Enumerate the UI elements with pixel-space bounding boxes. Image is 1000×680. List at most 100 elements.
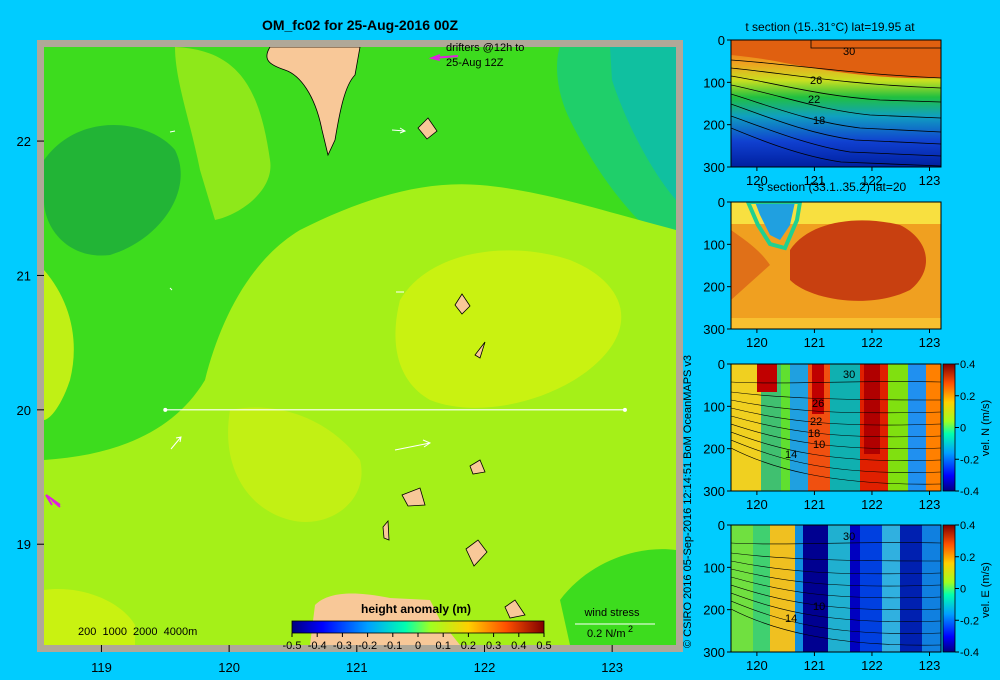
map-x-ticks: 119 120 121 122 123 xyxy=(91,645,623,675)
taiwan-land xyxy=(266,47,361,157)
wind-stress-scale: 0.2 N/m xyxy=(587,628,626,640)
n-contour-26: 26 xyxy=(812,398,824,410)
map-x-tick-label: 120 xyxy=(218,660,240,675)
map-title: OM_fc02 for 25-Aug-2016 00Z xyxy=(262,17,459,33)
colorbar-tick-label: -0.4 xyxy=(308,640,327,652)
colorbar-tick-label: -0.1 xyxy=(383,640,402,652)
island-2 xyxy=(454,293,471,315)
vel-e-label: vel. E (m/s) xyxy=(980,562,992,618)
t-contour-26: 26 xyxy=(810,75,822,87)
drifters-label-1: drifters @12h to xyxy=(446,42,524,54)
section-y-tick-label: 100 xyxy=(703,75,725,90)
t-contour-30: 30 xyxy=(843,46,855,58)
depth-contours-label: 200 1000 2000 4000m xyxy=(78,626,197,638)
colorbar-ticks: -0.5 -0.4 -0.3 -0.2 -0.1 0 0.1 0.2 0.3 0.4 0.5 xyxy=(283,633,552,652)
vel-colorbar-tick-label: 0 xyxy=(960,423,966,435)
vel-colorbar-tick-label: -0.2 xyxy=(960,454,979,466)
island-3 xyxy=(474,341,486,359)
section-x-tick-label: 120 xyxy=(746,658,768,673)
section-x-tick-label: 123 xyxy=(919,497,941,512)
map-y-tick-label: 20 xyxy=(17,403,31,418)
t-section-axes: 120 121 122 123 0 100 200 300 xyxy=(703,33,940,188)
vel-colorbar-tick-label: 0.4 xyxy=(960,520,975,532)
colorbar-tick-label: -0.2 xyxy=(358,640,377,652)
map-y-tick-label: 19 xyxy=(17,537,31,552)
wind-stress-title: wind stress xyxy=(583,607,640,619)
vel-n-label: vel. N (m/s) xyxy=(980,400,992,456)
n-contour-14: 14 xyxy=(785,449,797,461)
colorbar-tick-label: 0 xyxy=(415,640,421,652)
section-y-tick-label: 300 xyxy=(703,484,725,499)
vel-colorbar-tick-label: 0.2 xyxy=(960,391,975,403)
section-y-tick-label: 300 xyxy=(703,645,725,660)
island-7 xyxy=(465,539,488,567)
section-y-tick-label: 0 xyxy=(718,518,725,533)
n-contour-30: 30 xyxy=(843,369,855,381)
section-x-tick-label: 122 xyxy=(861,497,883,512)
yellow-patch-south xyxy=(44,589,135,645)
t-contour-18: 18 xyxy=(813,115,825,127)
vel-colorbar-tick-label: 0 xyxy=(960,584,966,596)
n-contour-18: 18 xyxy=(808,428,820,440)
section-x-tick-label: 123 xyxy=(919,335,941,350)
colorbar-tick-label: 0.4 xyxy=(511,640,526,652)
island-6 xyxy=(382,519,390,541)
map-x-tick-label: 123 xyxy=(601,660,623,675)
section-line xyxy=(163,407,627,412)
left-edge-yellow xyxy=(44,270,74,420)
vel-n-colorbar xyxy=(942,363,956,492)
vel-e-axes: 120 121 122 123 0 100 200 300 xyxy=(703,518,940,673)
dark-green-eddy xyxy=(44,125,181,256)
colorbar-tick-label: 0.2 xyxy=(461,640,476,652)
island-8 xyxy=(504,599,526,619)
map-x-tick-label: 122 xyxy=(474,660,496,675)
drifter-arrow-north xyxy=(428,54,459,61)
colorbar-tick-label: -0.5 xyxy=(283,640,302,652)
e-contour-10: 10 xyxy=(813,601,825,613)
yellow-patch-west xyxy=(228,407,362,522)
section-x-tick-label: 122 xyxy=(861,658,883,673)
section-x-tick-label: 120 xyxy=(746,173,768,188)
drifters-label-2: 25-Aug 12Z xyxy=(446,57,504,69)
section-x-tick-label: 122 xyxy=(861,335,883,350)
section-y-tick-label: 200 xyxy=(703,280,725,295)
map-y-tick-label: 22 xyxy=(17,134,31,149)
s-section-field xyxy=(731,202,941,329)
island-5 xyxy=(401,487,426,507)
section-y-tick-label: 200 xyxy=(703,118,725,133)
section-y-tick-label: 200 xyxy=(703,603,725,618)
map-x-tick-label: 119 xyxy=(91,660,112,675)
section-y-tick-label: 0 xyxy=(718,357,725,372)
section-y-tick-label: 0 xyxy=(718,33,725,48)
section-y-tick-label: 100 xyxy=(703,399,725,414)
s-section-title: s section (33.1..35.2) lat=20 xyxy=(758,180,907,194)
vel-n-axes: 120 121 122 123 0 100 200 300 xyxy=(703,357,940,512)
colorbar xyxy=(291,620,545,634)
colorbar-tick-label: 0.3 xyxy=(486,640,501,652)
section-y-tick-label: 300 xyxy=(703,160,725,175)
vel-e-colorbar xyxy=(942,524,956,653)
island-4 xyxy=(469,459,486,475)
section-y-tick-label: 300 xyxy=(703,322,725,337)
map-y-tick-label: 21 xyxy=(17,268,31,283)
vel-e-field xyxy=(731,525,941,652)
vel-colorbar-tick-label: 0.2 xyxy=(960,552,975,564)
section-x-tick-label: 121 xyxy=(804,173,826,188)
credit-label: © CSIRO 2016 05-Sep-2016 12:14:51 BoM Oc… xyxy=(682,354,694,648)
t-section-title: t section (15..31°C) lat=19.95 at xyxy=(745,20,915,34)
vel-e-colorbar-ticks: 0.4 0.2 0 -0.2 -0.4 xyxy=(955,520,979,659)
vel-colorbar-tick-label: -0.4 xyxy=(960,647,979,659)
section-y-tick-label: 200 xyxy=(703,442,725,457)
t-section-field xyxy=(731,40,941,167)
map-x-tick-label: 121 xyxy=(346,660,368,675)
section-x-tick-label: 121 xyxy=(804,658,826,673)
section-y-tick-label: 100 xyxy=(703,560,725,575)
vel-colorbar-tick-label: -0.2 xyxy=(960,615,979,627)
section-x-tick-label: 120 xyxy=(746,335,768,350)
vel-n-field xyxy=(731,364,941,491)
colorbar-title: height anomaly (m) xyxy=(361,602,471,616)
vel-colorbar-tick-label: -0.4 xyxy=(960,486,979,498)
e-contour-14: 14 xyxy=(785,613,797,625)
section-y-tick-label: 0 xyxy=(718,195,725,210)
